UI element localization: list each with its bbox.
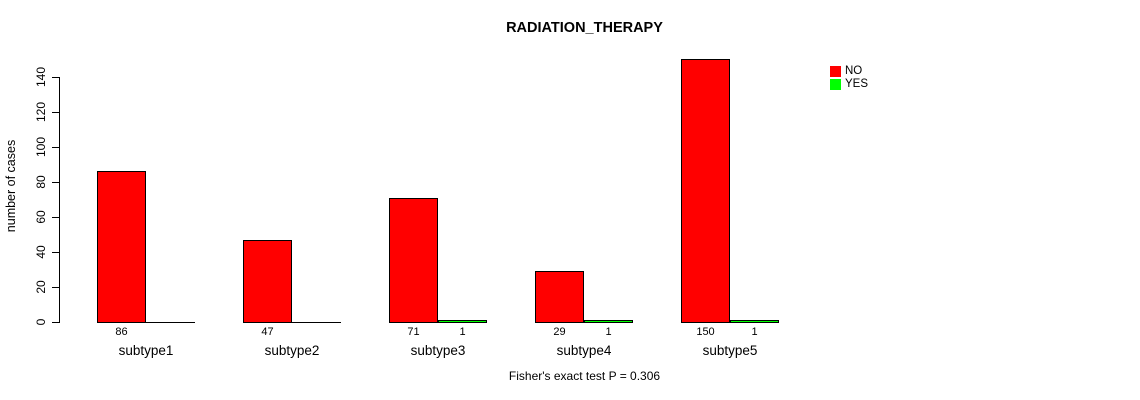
category-label-subtype5: subtype5 [702,343,758,358]
category-label-subtype4: subtype4 [556,343,612,358]
bar-value-label-yes-subtype5: 1 [751,326,758,338]
statistical-test-annotation: Fisher's exact test P = 0.306 [508,369,661,383]
y-axis-tick-label: 100 [34,136,48,158]
bar-value-label-yes-subtype4: 1 [605,326,612,338]
chart-title: RADIATION_THERAPY [506,20,663,36]
bar-value-label-no-subtype5: 150 [696,326,715,338]
legend-swatch-no-icon [830,65,841,77]
category-label-subtype2: subtype2 [264,343,320,358]
legend-swatch-yes-icon [830,78,841,90]
category-label-subtype1: subtype1 [118,343,174,358]
y-axis-tick-label: 120 [34,101,48,123]
bar-no-subtype2 [243,240,292,323]
category-label-subtype3: subtype3 [410,343,466,358]
bar-value-label-no-subtype3: 71 [407,326,420,338]
y-axis-tick-label: 140 [34,66,48,88]
bar-no-subtype3 [389,198,438,323]
bar-value-label-no-subtype4: 29 [553,326,566,338]
bar-value-label-no-subtype2: 47 [261,326,274,338]
y-axis-tick-label: 80 [34,175,48,189]
y-axis-tick [52,287,59,288]
legend-label-yes: YES [845,78,869,90]
legend-item-no: NO [830,65,868,77]
legend: NO YES [830,65,868,91]
bar-yes-subtype2 [292,322,341,323]
bar-no-subtype1 [97,171,146,323]
bar-yes-subtype5 [730,320,779,323]
y-axis-line [59,77,60,323]
y-axis-tick-label: 60 [34,210,48,224]
y-axis-tick [52,252,59,253]
bar-no-subtype4 [535,271,584,323]
y-axis-tick [52,217,59,218]
bar-value-label-no-subtype1: 86 [115,326,128,338]
y-axis-tick [52,112,59,113]
bar-yes-subtype3 [438,320,487,323]
y-axis-tick-label: 20 [34,280,48,294]
bar-no-subtype5 [681,59,730,323]
bar-yes-subtype4 [584,320,633,323]
bar-yes-subtype1 [146,322,195,323]
y-axis-tick [52,77,59,78]
legend-item-yes: YES [830,78,868,90]
y-axis-tick-label: 40 [34,245,48,259]
y-axis-tick [52,182,59,183]
legend-label-no: NO [845,65,863,77]
y-axis-tick-label: 0 [34,318,48,326]
bar-value-label-yes-subtype3: 1 [459,326,466,338]
y-axis-tick [52,322,59,323]
y-axis-tick [52,147,59,148]
